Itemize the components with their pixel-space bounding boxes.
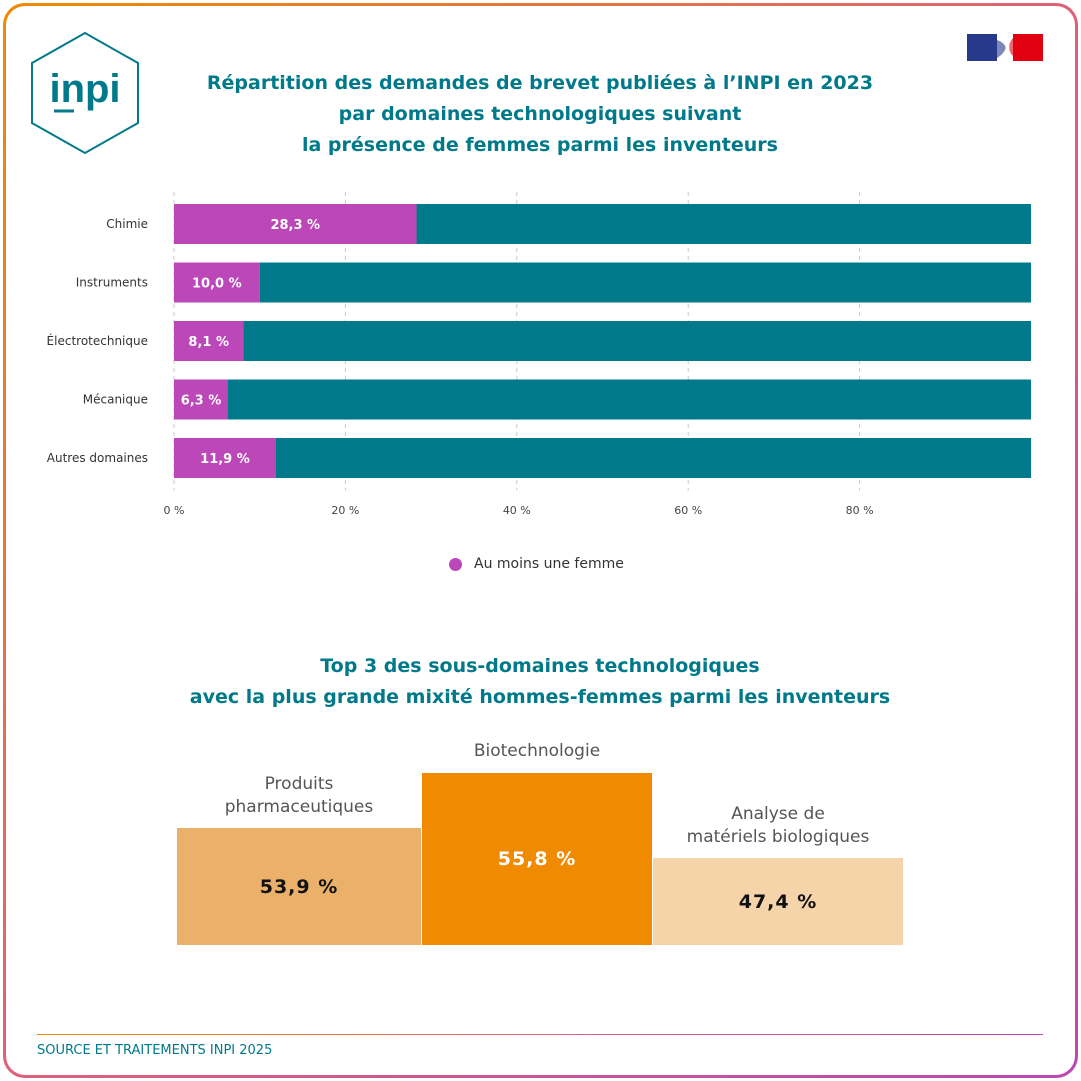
- category-label: Mécanique: [83, 393, 148, 407]
- x-tick-label: 40 %: [503, 504, 531, 517]
- bar-rest: [275, 438, 1031, 478]
- top3-label-analyse-line-2: matériels biologiques: [686, 827, 870, 847]
- x-tick-label: 80 %: [846, 504, 874, 517]
- category-label: Chimie: [106, 217, 148, 231]
- category-label: Instruments: [76, 276, 148, 290]
- top3-block-biotech: 55,8 %: [422, 773, 652, 945]
- top3-value-analyse: 47,4 %: [738, 890, 818, 913]
- chart-legend: Au moins une femme: [449, 556, 624, 572]
- bar-rest: [416, 204, 1031, 244]
- inpi-logo: inpi: [31, 31, 139, 155]
- source-note: SOURCE ET TRAITEMENTS INPI 2025: [37, 1043, 273, 1058]
- top3-title-line-1: Top 3 des sous-domaines technologiques: [320, 655, 760, 677]
- top3-label-analyse-line-1: Analyse de: [731, 804, 825, 824]
- x-tick-label: 60 %: [674, 504, 702, 517]
- category-label: Autres domaines: [47, 451, 148, 465]
- top3-title: Top 3 des sous-domaines technologiques a…: [150, 651, 930, 713]
- top3-label-pharma: Produits pharmaceutiques: [177, 773, 421, 819]
- chart-title-line-1: Répartition des demandes de brevet publi…: [206, 72, 874, 94]
- bar-women: [174, 204, 417, 244]
- top3-label-pharma-line-1: Produits: [264, 774, 334, 794]
- chart-title: Répartition des demandes de brevet publi…: [150, 68, 930, 161]
- bar-women: [174, 262, 260, 303]
- top3-block-analyse: 47,4 %: [653, 858, 903, 945]
- top3-label-pharma-line-2: pharmaceutiques: [224, 797, 374, 817]
- top3-title-line-2: avec la plus grande mixité hommes-femmes…: [189, 686, 891, 708]
- top3-block-pharma: 53,9 %: [177, 828, 421, 945]
- chart-title-line-3: la présence de femmes parmi les inventeu…: [301, 134, 778, 156]
- top3-label-biotech-line-1: Biotechnologie: [473, 741, 601, 761]
- logo-text: inpi: [49, 67, 120, 111]
- top3-value-biotech: 55,8 %: [497, 848, 577, 870]
- x-tick-label: 20 %: [331, 504, 359, 517]
- data-label: 10,0 %: [192, 277, 242, 292]
- category-label: Électrotechnique: [47, 333, 148, 348]
- bar-rest: [243, 321, 1032, 361]
- legend-label: Au moins une femme: [474, 556, 624, 572]
- bar-women: [174, 438, 276, 478]
- top3-label-biotech: Biotechnologie: [422, 740, 652, 763]
- footer-divider: [37, 1034, 1043, 1035]
- bar-women: [174, 379, 228, 420]
- chart-title-line-2: par domaines technologiques suivant: [338, 103, 742, 125]
- top3-label-analyse: Analyse de matériels biologiques: [653, 803, 903, 849]
- top3-value-pharma: 53,9 %: [259, 875, 339, 898]
- bar-rest: [227, 379, 1032, 420]
- stacked-bar-chart: 0 % 20 % 40 % 60 % 80 % 28,3 % Chimie 10,0 % Ins…: [47, 192, 1032, 517]
- data-label: 28,3 %: [270, 218, 320, 233]
- bar-rest: [259, 262, 1031, 303]
- republique-francaise-logo: [967, 34, 1043, 61]
- bar-women: [174, 321, 244, 361]
- x-tick-label: 0 %: [164, 504, 185, 517]
- data-label: 6,3 %: [181, 394, 222, 409]
- legend-swatch: [449, 557, 462, 571]
- data-label: 8,1 %: [188, 335, 229, 350]
- data-label: 11,9 %: [200, 452, 250, 467]
